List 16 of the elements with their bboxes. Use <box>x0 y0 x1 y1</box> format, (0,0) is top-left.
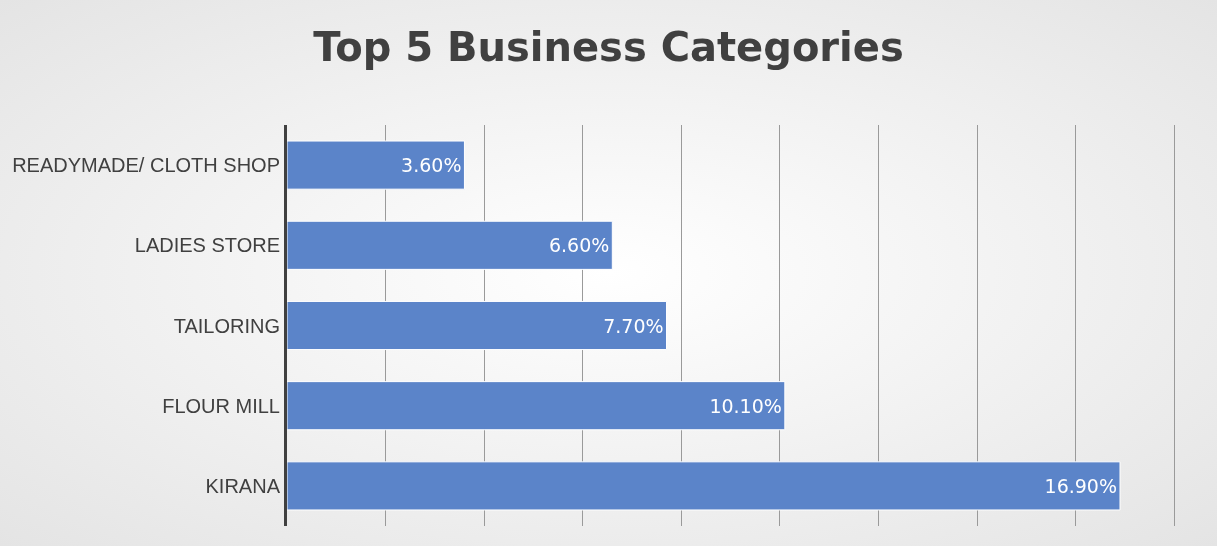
chart-title: Top 5 Business Categories <box>313 23 904 70</box>
y-tick-label: TAILORING <box>173 314 280 337</box>
bar <box>287 381 786 431</box>
bar <box>287 140 465 190</box>
y-tick-label: READYMADE/ CLOTH SHOP <box>12 154 280 177</box>
bar <box>287 300 668 351</box>
y-tick-label: LADIES STORE <box>134 234 280 257</box>
y-tick-label: FLOUR MILL <box>162 394 280 417</box>
data-label: 16.90% <box>1044 474 1117 497</box>
bar <box>287 220 613 270</box>
data-label: 6.60% <box>548 234 610 257</box>
data-label: 10.10% <box>709 394 782 417</box>
bar <box>287 461 1121 511</box>
data-label: 3.60% <box>401 154 462 177</box>
data-label: 7.70% <box>603 314 664 337</box>
y-tick-label: KIRANA <box>205 474 281 497</box>
